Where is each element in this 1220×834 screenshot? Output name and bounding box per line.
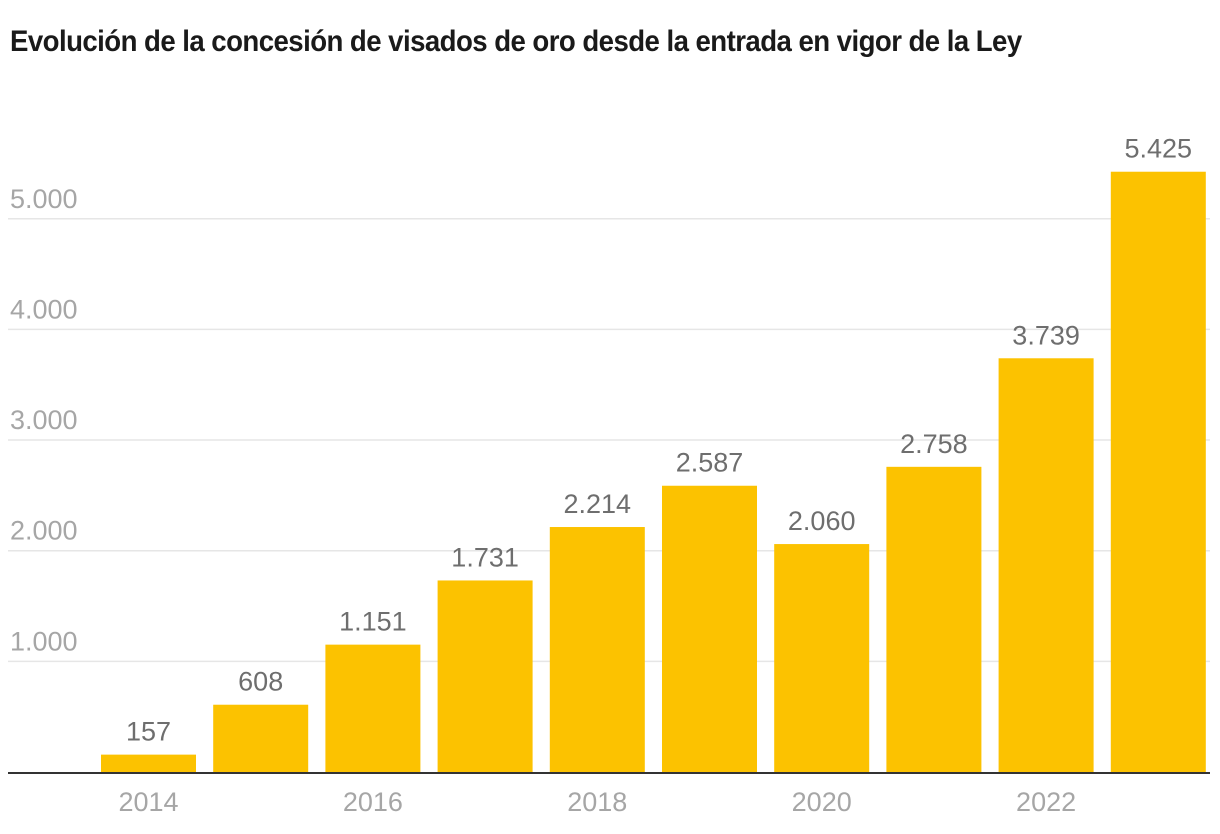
data-label: 3.739 (1012, 320, 1080, 350)
data-label: 5.425 (1125, 134, 1193, 164)
y-axis-ticks: 1.000 2.000 3.000 4.000 5.000 (10, 184, 78, 657)
data-label: 2.214 (564, 489, 632, 519)
data-label: 2.587 (676, 448, 744, 478)
x-tick-label: 2020 (792, 787, 852, 817)
y-tick-label: 1.000 (10, 626, 78, 656)
data-labels: 157 608 1.151 1.731 2.214 2.587 2.060 2.758 3.73… (126, 134, 1192, 747)
bar-2018 (549, 527, 645, 772)
bar-2021 (886, 466, 982, 772)
y-tick-label: 4.000 (10, 294, 78, 324)
y-tick-label: 3.000 (10, 405, 78, 435)
bar-2020 (774, 544, 870, 772)
bar-2017 (437, 580, 533, 772)
bar-2019 (662, 485, 757, 772)
x-tick-label: 2014 (118, 787, 178, 817)
x-tick-label: 2016 (343, 787, 403, 817)
y-tick-label: 2.000 (10, 516, 78, 546)
x-tick-label: 2018 (567, 787, 627, 817)
x-tick-label: 2022 (1016, 787, 1076, 817)
y-tick-label: 5.000 (10, 184, 78, 214)
bar-2023 (1110, 171, 1206, 772)
data-label: 608 (238, 667, 283, 697)
bar-2016 (325, 644, 421, 772)
bar-2015 (213, 704, 309, 772)
chart-title: Evolución de la concesión de visados de … (10, 25, 1022, 58)
data-label: 2.758 (900, 429, 968, 459)
data-label: 1.731 (451, 542, 519, 572)
x-axis-ticks: 2014 2016 2018 2020 2022 (118, 787, 1076, 817)
bars (101, 171, 1206, 772)
data-label: 2.060 (788, 506, 856, 536)
bar-2014 (101, 754, 196, 772)
data-label: 1.151 (339, 607, 407, 637)
data-label: 157 (126, 717, 171, 747)
bar-2022 (998, 358, 1094, 772)
